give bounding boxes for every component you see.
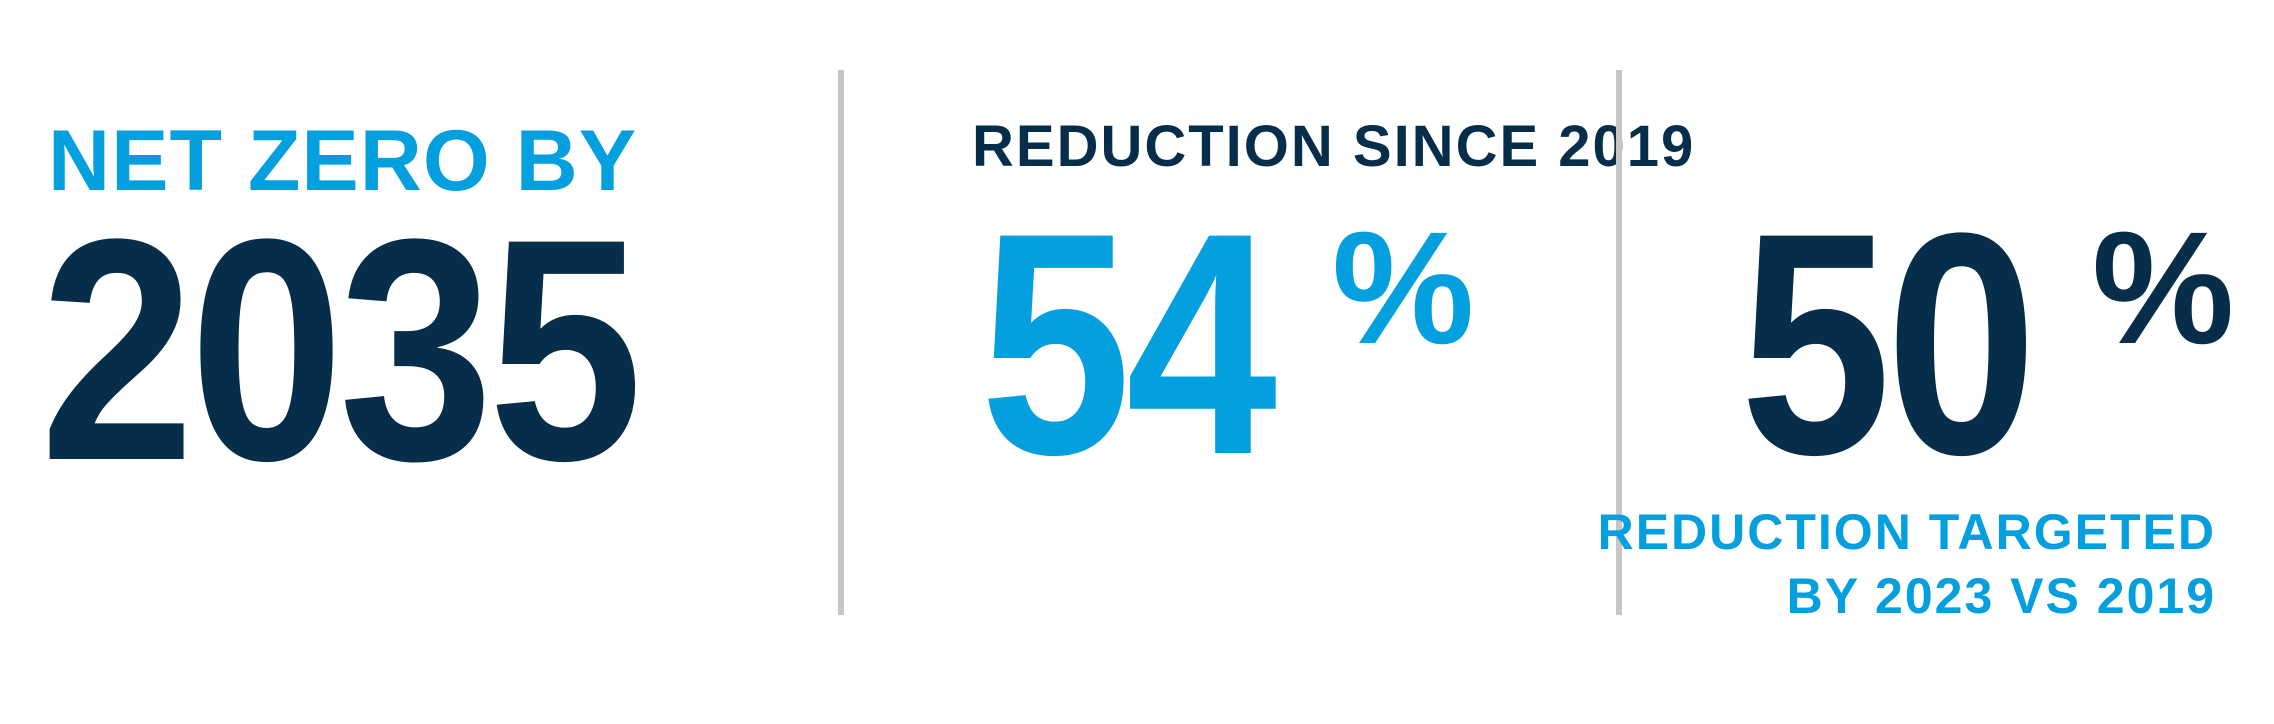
reduction-target-percent-sign: % [2092, 198, 2235, 377]
divider-left [838, 70, 844, 615]
caption-line-2: BY 2023 VS 2019 [1786, 568, 2216, 624]
reduction-since-label: REDUCTION SINCE 2019 [972, 114, 1696, 179]
caption-line-1: REDUCTION TARGETED [1597, 504, 2216, 560]
reduction-target-value: 50 [1740, 167, 2037, 520]
reduction-since-value: 54 [980, 167, 1277, 520]
net-zero-label: NET ZERO BY [48, 113, 638, 209]
divider-right [1616, 70, 1622, 615]
net-zero-year: 2035 [40, 173, 643, 526]
reduction-target-caption: REDUCTION TARGETED BY 2023 VS 2019 [1598, 500, 2216, 628]
reduction-since-percent-sign: % [1332, 198, 1475, 377]
